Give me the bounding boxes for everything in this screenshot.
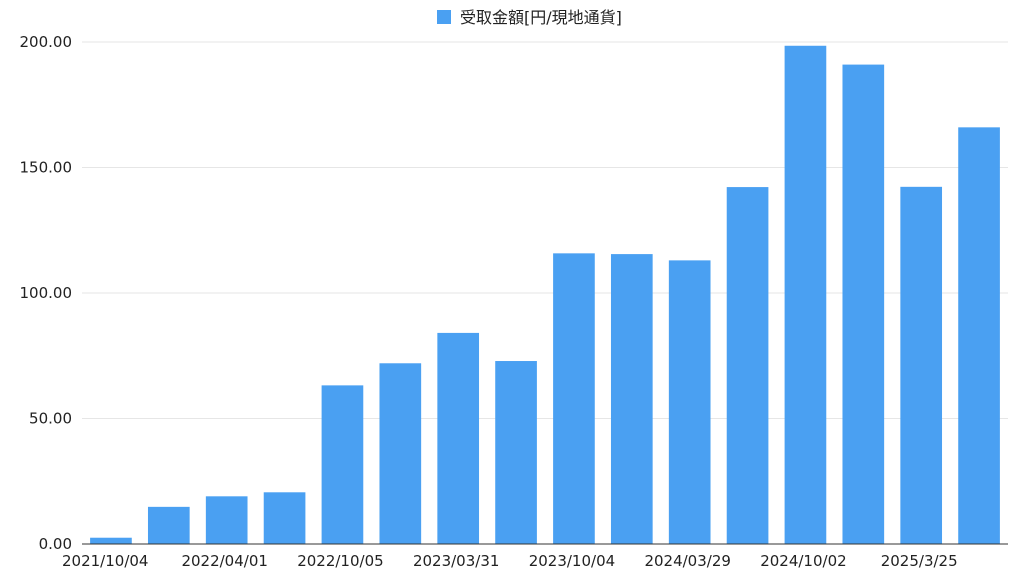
x-tick-label: 2024/10/02	[760, 552, 846, 570]
x-tick-label: 2023/03/31	[413, 552, 499, 570]
legend: 受取金額[円/現地通貨]	[437, 8, 622, 27]
bar	[90, 537, 132, 544]
bar	[205, 496, 248, 544]
bar	[263, 492, 306, 544]
y-tick-label: 50.00	[29, 410, 72, 428]
x-axis-ticks: 2021/10/04 2022/04/01 2022/10/05 2023/03/31…	[62, 552, 958, 570]
legend-label: 受取金額[円/現地通貨]	[460, 8, 622, 27]
y-tick-label: 100.00	[20, 284, 73, 302]
x-tick-label: 2024/03/29	[644, 552, 730, 570]
bar	[726, 187, 769, 544]
legend-swatch	[437, 10, 451, 24]
bar	[437, 332, 480, 544]
y-axis-ticks: 0.00 50.00 100.00 150.00 200.00	[20, 33, 73, 553]
bar	[668, 260, 711, 544]
bar	[842, 64, 885, 544]
x-tick-label: 2022/04/01	[181, 552, 267, 570]
y-tick-label: 0.00	[39, 535, 72, 553]
x-tick-label: 2025/3/25	[881, 552, 958, 570]
bar	[553, 253, 595, 545]
bar	[321, 385, 364, 544]
bar	[610, 254, 653, 544]
bars	[90, 45, 1000, 545]
bar	[495, 361, 537, 544]
x-tick-label: 2022/10/05	[297, 552, 383, 570]
y-tick-label: 150.00	[20, 159, 73, 177]
bar	[958, 127, 1000, 544]
x-tick-label: 2023/10/04	[529, 552, 615, 570]
bar	[784, 45, 827, 544]
bar	[147, 506, 190, 544]
x-tick-label: 2021/10/04	[62, 552, 148, 570]
y-tick-label: 200.00	[20, 33, 73, 51]
bar	[379, 363, 422, 544]
bar	[900, 186, 943, 544]
